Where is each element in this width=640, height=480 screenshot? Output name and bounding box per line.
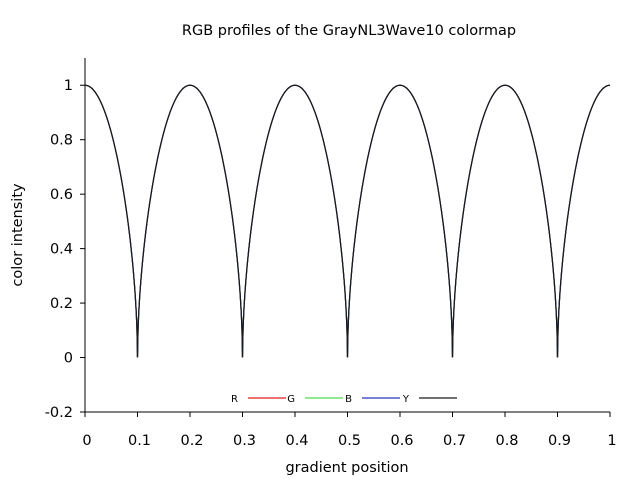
x-tick-label: 0.7 bbox=[443, 433, 466, 449]
chart-title: RGB profiles of the GrayNL3Wave10 colorm… bbox=[182, 23, 516, 39]
x-tick-label: 0.6 bbox=[390, 433, 413, 449]
series-line-b bbox=[84, 84, 611, 358]
x-tick-label: 1 bbox=[607, 433, 616, 449]
y-axis-label: color intensity bbox=[10, 183, 26, 287]
x-tick-label: 0.4 bbox=[285, 433, 308, 449]
x-tick-label: 0 bbox=[82, 433, 91, 449]
series-line-y bbox=[84, 84, 611, 358]
y-tick-label: 0.8 bbox=[50, 133, 73, 149]
x-tick-label: 0.2 bbox=[180, 433, 203, 449]
axes: 0 0.1 0.2 0.3 0.4 0.5 0.6 0.7 0.8 0.9 1 -0.2 0 0.2 0.4… bbox=[45, 58, 617, 449]
x-tick-label: 0.5 bbox=[338, 433, 361, 449]
y-tick-label: 0.4 bbox=[50, 242, 73, 258]
x-axis-label: gradient position bbox=[285, 460, 408, 476]
series-line-r bbox=[84, 84, 611, 358]
legend-label-b: B bbox=[345, 394, 352, 405]
x-tick-label: 0.9 bbox=[548, 433, 571, 449]
y-tick-label: -0.2 bbox=[45, 405, 73, 421]
y-tick-label: 0 bbox=[64, 351, 73, 367]
x-tick-label: 0.8 bbox=[495, 433, 518, 449]
series-line-g bbox=[84, 84, 611, 358]
x-tick-label: 0.3 bbox=[233, 433, 256, 449]
legend-label-g: G bbox=[287, 394, 295, 405]
legend-label-y: Y bbox=[402, 394, 410, 405]
y-tick-label: 0.2 bbox=[50, 296, 73, 312]
series-lines bbox=[84, 84, 611, 358]
y-tick-label: 0.6 bbox=[50, 187, 73, 203]
x-tick-label: 0.1 bbox=[128, 433, 151, 449]
legend-label-r: R bbox=[231, 394, 238, 405]
y-tick-label: 1 bbox=[64, 78, 73, 94]
